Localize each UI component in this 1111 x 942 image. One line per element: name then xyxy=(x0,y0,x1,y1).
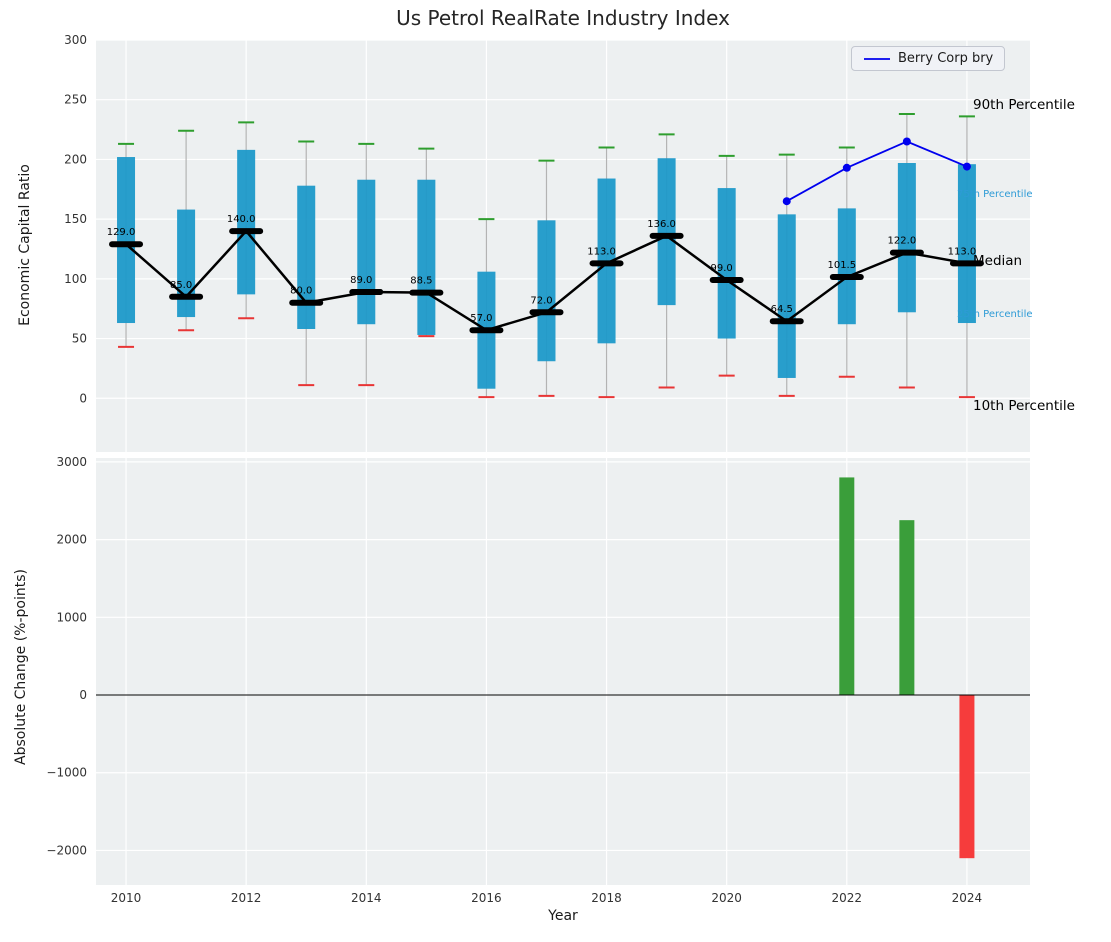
annotation-median: Median xyxy=(973,253,1022,269)
svg-text:−2000: −2000 xyxy=(46,843,87,857)
svg-text:3000: 3000 xyxy=(56,455,87,469)
figure: 0 50 100 150 200 250 300 −2000 −1000 0 1000 2000 300… xyxy=(0,0,1111,942)
svg-text:2018: 2018 xyxy=(591,891,622,905)
svg-text:0: 0 xyxy=(79,391,87,405)
svg-text:2012: 2012 xyxy=(231,891,262,905)
svg-text:250: 250 xyxy=(64,93,87,107)
svg-text:2022: 2022 xyxy=(832,891,863,905)
chart-title: Us Petrol RealRate Industry Index xyxy=(96,6,1030,30)
svg-text:140.0: 140.0 xyxy=(227,214,256,225)
svg-text:2016: 2016 xyxy=(471,891,502,905)
annotation-90th-percentile: 90th Percentile xyxy=(973,97,1075,113)
company-point-2022 xyxy=(843,164,851,172)
chart-canvas: 0 50 100 150 200 250 300 −2000 −1000 0 1000 2000 300… xyxy=(0,0,1111,942)
legend-line-icon xyxy=(863,54,891,64)
svg-text:85.0: 85.0 xyxy=(170,280,192,291)
box-2017 xyxy=(537,220,555,361)
svg-text:200: 200 xyxy=(64,152,87,166)
svg-text:2014: 2014 xyxy=(351,891,382,905)
annotation-25th-percentile: 25th Percentile xyxy=(957,309,1033,320)
svg-text:2024: 2024 xyxy=(952,891,983,905)
svg-text:129.0: 129.0 xyxy=(107,227,136,238)
box-2013 xyxy=(297,186,315,329)
svg-text:122.0: 122.0 xyxy=(888,236,917,247)
x-axis-label: Year xyxy=(96,908,1030,924)
svg-text:80.0: 80.0 xyxy=(290,286,312,297)
svg-text:57.0: 57.0 xyxy=(470,313,492,324)
change-bar-2022 xyxy=(839,477,854,695)
box-2010 xyxy=(117,157,135,323)
bottom-panel xyxy=(96,458,1030,885)
legend: Berry Corp bry xyxy=(851,46,1005,71)
svg-text:113.0: 113.0 xyxy=(948,246,977,257)
svg-text:0: 0 xyxy=(79,688,87,702)
svg-text:1000: 1000 xyxy=(56,610,87,624)
svg-text:2000: 2000 xyxy=(56,533,87,547)
change-bar-2023 xyxy=(899,520,914,695)
company-point-2021 xyxy=(783,197,791,205)
svg-text:150: 150 xyxy=(64,212,87,226)
svg-text:−1000: −1000 xyxy=(46,766,87,780)
svg-text:2020: 2020 xyxy=(711,891,742,905)
legend-label: Berry Corp bry xyxy=(898,51,993,66)
svg-text:99.0: 99.0 xyxy=(711,263,733,274)
company-point-2024 xyxy=(963,163,971,171)
svg-text:101.5: 101.5 xyxy=(827,260,856,271)
box-2014 xyxy=(357,180,375,324)
box-2011 xyxy=(177,210,195,317)
box-2015 xyxy=(417,180,435,335)
annotation-10th-percentile: 10th Percentile xyxy=(973,398,1075,414)
company-point-2023 xyxy=(903,138,911,146)
top-y-axis-label: Economic Capital Ratio xyxy=(17,164,33,326)
svg-text:72.0: 72.0 xyxy=(530,295,552,306)
svg-text:300: 300 xyxy=(64,33,87,47)
svg-text:100: 100 xyxy=(64,272,87,286)
svg-text:64.5: 64.5 xyxy=(771,304,793,315)
bottom-y-axis-label: Absolute Change (%-points) xyxy=(13,569,29,765)
svg-text:50: 50 xyxy=(72,332,87,346)
svg-text:89.0: 89.0 xyxy=(350,275,372,286)
svg-text:136.0: 136.0 xyxy=(647,219,676,230)
annotation-75th-percentile: 75th Percentile xyxy=(957,189,1033,200)
change-bar-2024 xyxy=(959,695,974,858)
box-2024 xyxy=(958,164,976,323)
box-2019 xyxy=(658,158,676,305)
svg-text:88.5: 88.5 xyxy=(410,276,432,287)
box-2021 xyxy=(778,214,796,378)
svg-text:2010: 2010 xyxy=(111,891,142,905)
svg-text:113.0: 113.0 xyxy=(587,246,616,257)
